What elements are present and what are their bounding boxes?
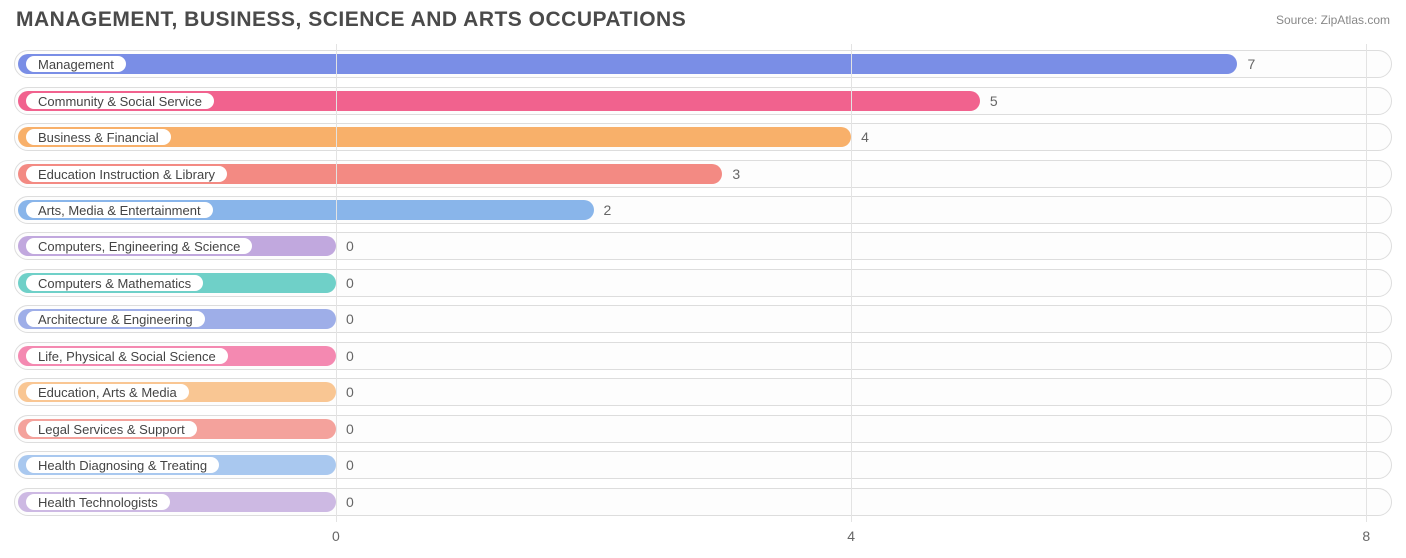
gridline [1366,44,1367,522]
bar-label-pill: Computers, Engineering & Science [24,236,254,256]
gridline [336,44,337,522]
bar-rows: Management 7 Community & Social Service 5 Bu… [14,44,1392,522]
bar-value-label: 3 [732,166,740,182]
bar-label-pill: Business & Financial [24,127,173,147]
bar-row: Management 7 [14,50,1392,78]
bar-label-pill: Community & Social Service [24,91,216,111]
bar-row: Computers, Engineering & Science 0 [14,232,1392,260]
x-axis-tick-label: 4 [847,528,855,544]
bar-row: Education Instruction & Library 3 [14,160,1392,188]
bar-value-label: 2 [604,202,612,218]
bar-label-pill: Arts, Media & Entertainment [24,200,215,220]
bar-label-pill: Health Diagnosing & Treating [24,455,221,475]
chart-title: MANAGEMENT, BUSINESS, SCIENCE AND ARTS O… [16,8,686,32]
x-axis-tick-label: 0 [332,528,340,544]
bar-value-label: 0 [346,275,354,291]
bar-value-label: 0 [346,238,354,254]
bar-label-pill: Legal Services & Support [24,419,199,439]
bar-value-label: 0 [346,311,354,327]
bar-value-label: 0 [346,457,354,473]
bar-row: Life, Physical & Social Science 0 [14,342,1392,370]
bar-value-label: 0 [346,494,354,510]
bar-value-label: 7 [1247,56,1255,72]
bar-row: Architecture & Engineering 0 [14,305,1392,333]
bar-row: Arts, Media & Entertainment 2 [14,196,1392,224]
x-axis-tick-label: 8 [1362,528,1370,544]
bar-value-label: 0 [346,421,354,437]
bar-label-pill: Life, Physical & Social Science [24,346,230,366]
bar-label-pill: Health Technologists [24,492,172,512]
bar-row: Education, Arts & Media 0 [14,378,1392,406]
bar-row: Health Technologists 0 [14,488,1392,516]
bar-fill [18,54,1237,74]
bar-label-pill: Architecture & Engineering [24,309,207,329]
bar-label-pill: Management [24,54,128,74]
bar-value-label: 0 [346,384,354,400]
bar-value-label: 5 [990,93,998,109]
gridline [851,44,852,522]
chart-header: MANAGEMENT, BUSINESS, SCIENCE AND ARTS O… [0,0,1406,44]
bar-value-label: 0 [346,348,354,364]
source-name: ZipAtlas.com [1321,13,1390,27]
bar-row: Community & Social Service 5 [14,87,1392,115]
bar-row: Business & Financial 4 [14,123,1392,151]
plot-region: Management 7 Community & Social Service 5 Bu… [14,44,1392,522]
chart-area: Management 7 Community & Social Service 5 Bu… [0,44,1406,548]
bar-row: Health Diagnosing & Treating 0 [14,451,1392,479]
bar-value-label: 4 [861,129,869,145]
bar-label-pill: Education Instruction & Library [24,164,229,184]
chart-source: Source: ZipAtlas.com [1276,13,1390,27]
bar-row: Legal Services & Support 0 [14,415,1392,443]
bar-label-pill: Education, Arts & Media [24,382,191,402]
bar-row: Computers & Mathematics 0 [14,269,1392,297]
bar-label-pill: Computers & Mathematics [24,273,205,293]
source-prefix: Source: [1276,13,1321,27]
